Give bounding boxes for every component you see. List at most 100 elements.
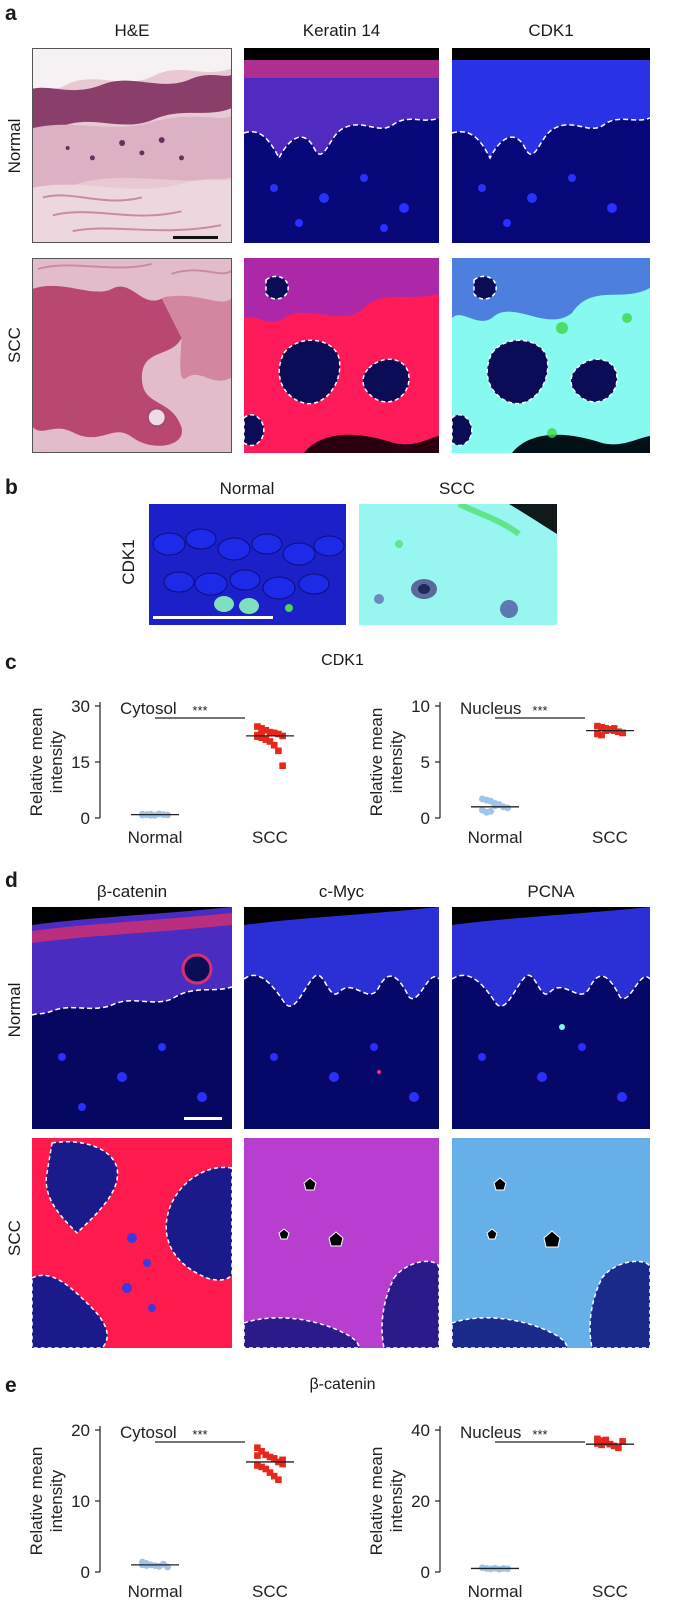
data-point-scc: [258, 1448, 265, 1455]
bcatenin-normal-image: [32, 907, 232, 1129]
d-column-title-pcna: PCNA: [527, 882, 575, 901]
data-point-scc: [262, 1451, 270, 1459]
panel-letter-e: e: [5, 1374, 17, 1397]
data-point-scc: [279, 762, 286, 770]
data-point-scc: [262, 736, 270, 743]
d-row-label-scc: SCC: [5, 1220, 24, 1256]
data-point-scc: [275, 1476, 282, 1483]
cdk1-scc-image: [452, 258, 650, 453]
row-label-normal: Normal: [5, 118, 24, 174]
data-point-scc: [266, 728, 274, 736]
x-category-label: SCC: [252, 828, 288, 847]
d-column-title-bcatenin: β-catenin: [96, 882, 168, 901]
data-point-scc: [254, 1444, 261, 1452]
data-point-scc: [275, 747, 282, 755]
panel-letter-b: b: [5, 476, 18, 499]
data-point-scc: [258, 1463, 265, 1471]
x-category-label: Normal: [468, 1582, 523, 1601]
b-cdk1-normal-image: [149, 504, 346, 625]
c-chart-title: CDK1: [321, 652, 364, 669]
data-point-scc: [258, 728, 265, 735]
significance-label: ***: [532, 1427, 547, 1442]
x-category-label: Normal: [468, 828, 523, 847]
cdk1-normal-image: [452, 48, 650, 243]
pcna-normal-image: [452, 907, 650, 1129]
significance-label: ***: [192, 1427, 207, 1442]
data-point-normal: [143, 1562, 151, 1570]
data-point-scc: [598, 723, 605, 731]
chart-svg: 0 5 10 Relative meanintensity Nucleus Normal S…: [367, 697, 634, 847]
e-cytosol-plot: 0 10 20 Relative meanintensity Cytosol Normal…: [0, 1402, 340, 1612]
data-point-scc: [266, 1469, 274, 1476]
data-point-scc: [270, 741, 278, 749]
data-point-scc: [615, 728, 622, 736]
subplot-title: Cytosol: [120, 1423, 177, 1442]
column-title-cdk1: CDK1: [528, 21, 574, 40]
data-point-scc: [619, 1438, 626, 1445]
data-point-scc: [615, 1444, 622, 1452]
data-point-scc: [258, 734, 265, 742]
d-scale-bar: [184, 1117, 222, 1120]
data-point-normal: [147, 811, 155, 819]
y-tick-label: 15: [71, 753, 90, 772]
y-axis-label: Relative meanintensity: [367, 1447, 406, 1556]
scale-bar: [173, 236, 218, 239]
subplot-title: Nucleus: [460, 699, 521, 718]
data-point-scc: [266, 738, 274, 745]
b-column-title-normal: Normal: [219, 479, 275, 498]
x-category-label: Normal: [128, 1582, 183, 1601]
y-axis-label: Relative meanintensity: [27, 1447, 66, 1556]
data-point-normal: [504, 804, 511, 812]
data-point-scc: [602, 1436, 610, 1444]
data-point-scc: [610, 1442, 618, 1450]
data-point-scc: [270, 1472, 278, 1480]
y-axis-label: Relative meanintensity: [367, 708, 406, 817]
data-point-scc: [254, 1452, 261, 1459]
data-point-scc: [262, 1465, 270, 1473]
chart-svg: 0 20 40 Relative meanintensity Nucleus Normal…: [367, 1421, 634, 1601]
data-point-scc: [606, 726, 614, 733]
column-title-he: H&E: [114, 21, 150, 40]
data-point-scc: [594, 1440, 601, 1447]
data-point-scc: [254, 731, 261, 739]
subplot-title: Cytosol: [120, 699, 177, 718]
y-tick-label: 10: [71, 1492, 90, 1511]
data-point-scc: [610, 725, 618, 732]
b-cdk1-scc-image: [359, 504, 557, 625]
he-scc-image: [32, 258, 232, 453]
data-point-scc: [594, 730, 601, 738]
x-category-label: Normal: [128, 828, 183, 847]
y-tick-label: 30: [71, 697, 90, 716]
c-nucleus-plot: 0 5 10 Relative meanintensity Nucleus Normal S…: [340, 678, 680, 858]
chart-svg: 0 10 20 Relative meanintensity Cytosol Normal…: [27, 1421, 294, 1601]
subplot-title: Nucleus: [460, 1423, 521, 1442]
significance-label: ***: [532, 703, 547, 718]
data-point-scc: [598, 1437, 605, 1444]
d-column-title-cmyc: c-Myc: [318, 882, 365, 901]
data-point-scc: [279, 1456, 286, 1464]
panel-letter-a: a: [5, 2, 17, 25]
data-point-scc: [270, 1455, 278, 1462]
column-title-keratin14: Keratin 14: [302, 21, 381, 40]
cmyc-normal-image: [244, 907, 439, 1129]
data-point-normal: [491, 802, 499, 810]
bcatenin-scc-image: [32, 1138, 232, 1348]
data-point-scc: [262, 726, 270, 734]
data-point-scc: [594, 1435, 601, 1443]
data-point-normal: [487, 807, 495, 815]
data-point-scc: [594, 722, 601, 730]
data-point-scc: [598, 731, 605, 739]
data-point-scc: [270, 729, 278, 737]
x-category-label: SCC: [252, 1582, 288, 1601]
y-axis-label: Relative meanintensity: [27, 708, 66, 817]
b-scale-bar: [153, 616, 273, 619]
data-point-scc: [254, 1462, 261, 1469]
c-cytosol-plot: 0 15 30 Relative meanintensity Cytosol Normal…: [0, 678, 340, 858]
data-point-scc: [266, 1453, 274, 1461]
d-row-label-normal: Normal: [5, 982, 24, 1038]
panel-letter-d: d: [5, 869, 18, 892]
he-normal-image: [32, 48, 232, 243]
significance-label: ***: [192, 703, 207, 718]
y-tick-label: 20: [71, 1421, 90, 1440]
pcna-scc-image: [452, 1138, 650, 1348]
